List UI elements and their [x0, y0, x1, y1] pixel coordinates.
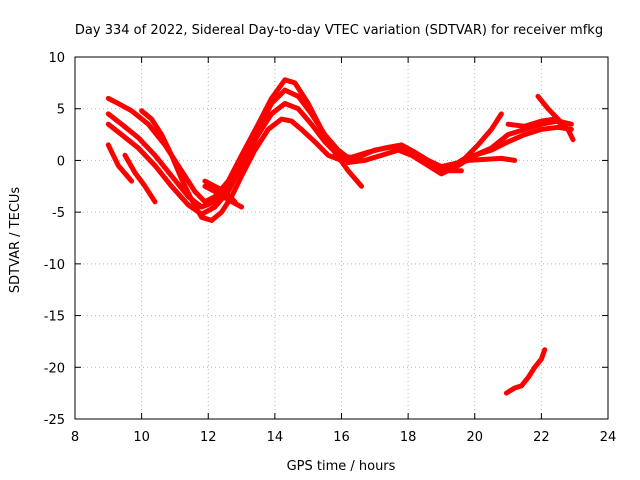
y-axis-title: SDTVAR / TECUs: [8, 187, 23, 294]
series-line-15: [535, 93, 576, 143]
y-tick-label: 0: [57, 154, 65, 169]
x-tick-label: 16: [333, 430, 350, 445]
x-tick-label: 24: [600, 430, 617, 445]
series-line-4: [105, 142, 135, 184]
y-tick-label: -25: [44, 413, 65, 428]
y-tick-label: -5: [52, 206, 65, 221]
x-axis-title: GPS time / hours: [287, 459, 396, 474]
x-tick-label: 12: [200, 430, 217, 445]
x-tick-label: 20: [466, 430, 483, 445]
tick-layer: 8 10 12 14 16 18 20 22 24 -25 -20 -15 -10 -5 0 5 10: [44, 51, 617, 445]
grid-layer: [75, 57, 608, 419]
chart-title: Day 334 of 2022, Sidereal Day-to-day VTE…: [75, 23, 603, 38]
y-tick-label: -20: [44, 361, 65, 376]
x-tick-label: 18: [400, 430, 417, 445]
y-tick-label: -15: [44, 310, 65, 325]
series-line-6: [122, 152, 158, 205]
series-layer: [105, 77, 576, 396]
series-line-11: [345, 124, 574, 177]
series-line-16: [503, 347, 548, 396]
y-tick-label: 5: [57, 103, 65, 118]
x-tick-label: 14: [267, 430, 284, 445]
series-line-12: [445, 111, 504, 172]
plot-frame: [74, 56, 609, 420]
y-tick-label: 10: [48, 51, 65, 66]
x-tick-label: 10: [133, 430, 150, 445]
series-line-3: [105, 101, 354, 217]
y-tick-label: -10: [44, 258, 65, 273]
x-tick-label: 22: [533, 430, 550, 445]
x-tick-label: 8: [71, 430, 79, 445]
series-line-8: [202, 178, 238, 205]
